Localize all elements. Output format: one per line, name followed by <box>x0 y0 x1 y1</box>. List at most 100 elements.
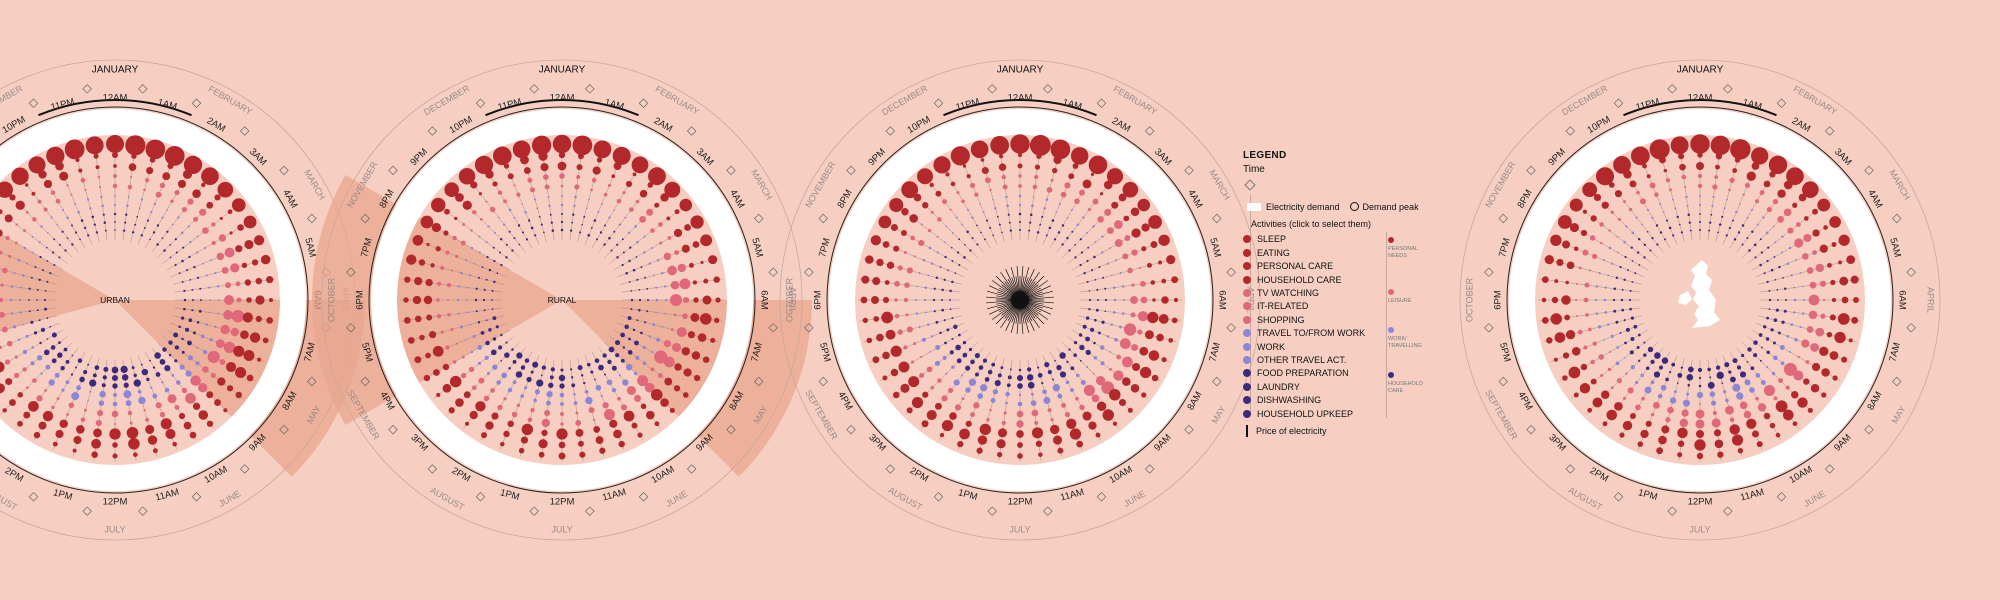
activity-dot[interactable] <box>1027 381 1035 389</box>
activity-dot[interactable] <box>616 243 619 246</box>
activity-dot[interactable] <box>962 340 967 345</box>
activity-dot[interactable] <box>924 311 927 314</box>
activity-dot[interactable] <box>183 298 187 302</box>
activity-dot[interactable] <box>251 259 259 266</box>
activity-dot[interactable] <box>579 231 582 234</box>
activity-dot[interactable] <box>1640 429 1649 439</box>
activity-dot[interactable] <box>903 251 907 255</box>
activity-dot[interactable] <box>693 374 701 382</box>
activity-dot[interactable] <box>169 256 172 259</box>
activity-dot[interactable] <box>1127 407 1133 413</box>
activity-dot[interactable] <box>914 298 918 302</box>
activity-dot[interactable] <box>1051 378 1054 381</box>
activity-dot[interactable] <box>595 384 602 391</box>
activity-dot[interactable] <box>586 362 591 367</box>
activity-dot[interactable] <box>423 295 433 305</box>
activity-dot[interactable] <box>998 163 1007 171</box>
activity-dot[interactable] <box>1678 223 1681 226</box>
activity-dot[interactable] <box>1615 361 1620 366</box>
activity-dot[interactable] <box>1766 259 1769 263</box>
activity-dot[interactable] <box>403 297 409 303</box>
activity-dot[interactable] <box>1589 235 1596 241</box>
activity-dot[interactable] <box>164 145 185 166</box>
activity-dot[interactable] <box>669 407 675 413</box>
activity-dot[interactable] <box>257 357 262 362</box>
activity-dot[interactable] <box>1037 372 1043 378</box>
activity-dot[interactable] <box>543 231 545 234</box>
activity-dot[interactable] <box>931 335 934 338</box>
activity-dot[interactable] <box>873 316 880 322</box>
activity-dot[interactable] <box>1613 287 1617 291</box>
activity-dot[interactable] <box>664 312 666 315</box>
activity-dot[interactable] <box>644 382 655 393</box>
activity-dot[interactable] <box>992 234 995 237</box>
activity-dot[interactable] <box>11 167 29 185</box>
activity-dot[interactable] <box>493 280 496 284</box>
activity-dot[interactable] <box>1053 238 1057 241</box>
activity-dot[interactable] <box>1052 435 1063 445</box>
activity-dot[interactable] <box>1756 223 1759 226</box>
activity-dot[interactable] <box>1050 418 1054 422</box>
activity-dot[interactable] <box>1773 355 1778 361</box>
activity-dot[interactable] <box>560 184 564 188</box>
activity-dot[interactable] <box>431 197 446 213</box>
activity-dot[interactable] <box>66 413 69 416</box>
activity-dot[interactable] <box>196 235 199 238</box>
activity-dot[interactable] <box>1016 410 1024 418</box>
activity-dot[interactable] <box>14 355 18 359</box>
activity-dot[interactable] <box>1794 338 1798 342</box>
activity-dot[interactable] <box>460 271 463 275</box>
activity-dot[interactable] <box>1766 366 1769 369</box>
activity-dot[interactable] <box>1604 311 1608 314</box>
activity-dot[interactable] <box>1625 327 1630 332</box>
activity-dot[interactable] <box>70 224 74 227</box>
activity-dot[interactable] <box>471 385 477 391</box>
activity-dot[interactable] <box>25 183 29 187</box>
activity-dot[interactable] <box>1018 184 1022 188</box>
activity-dot[interactable] <box>475 287 478 290</box>
activity-dot[interactable] <box>114 229 116 231</box>
activity-dot[interactable] <box>160 418 172 430</box>
activity-dot[interactable] <box>636 240 639 244</box>
activity-dot[interactable] <box>1065 380 1070 385</box>
activity-dot[interactable] <box>1730 139 1751 160</box>
activity-dot[interactable] <box>909 214 918 223</box>
activity-dot[interactable] <box>994 207 997 210</box>
activity-dot[interactable] <box>95 419 102 427</box>
activity-dot[interactable] <box>608 236 611 240</box>
activity-dot[interactable] <box>480 432 488 439</box>
activity-dot[interactable] <box>1070 147 1089 165</box>
activity-dot[interactable] <box>492 181 498 187</box>
activity-dot[interactable] <box>124 221 127 224</box>
activity-dot[interactable] <box>497 404 503 411</box>
activity-dot[interactable] <box>485 319 488 322</box>
activity-dot[interactable] <box>231 198 246 212</box>
activity-dot[interactable] <box>865 255 874 264</box>
activity-dot[interactable] <box>992 389 999 395</box>
activity-dot[interactable] <box>1795 222 1801 227</box>
activity-dot[interactable] <box>984 238 986 241</box>
activity-dot[interactable] <box>173 332 179 338</box>
activity-dot[interactable] <box>1773 256 1776 258</box>
activity-dot[interactable] <box>1760 251 1764 254</box>
activity-dot[interactable] <box>889 197 904 213</box>
activity-dot[interactable] <box>945 225 948 228</box>
activity-dot[interactable] <box>592 418 596 421</box>
activity-dot[interactable] <box>113 174 117 178</box>
activity-dot[interactable] <box>1717 231 1719 234</box>
activity-dot[interactable] <box>1711 418 1721 428</box>
activity-dot[interactable] <box>215 339 225 349</box>
activity-dot[interactable] <box>596 157 603 163</box>
activity-dot[interactable] <box>1821 392 1827 398</box>
activity-dot[interactable] <box>1744 379 1751 386</box>
activity-dot[interactable] <box>642 251 646 254</box>
activity-dot[interactable] <box>201 167 219 186</box>
activity-dot[interactable] <box>5 378 13 386</box>
activity-dot[interactable] <box>189 278 192 281</box>
activity-dot[interactable] <box>1598 271 1601 275</box>
activity-dot[interactable] <box>1582 209 1588 214</box>
activity-dot[interactable] <box>1064 411 1071 418</box>
activity-dot[interactable] <box>1114 337 1118 342</box>
activity-dot[interactable] <box>1669 397 1677 404</box>
activity-dot[interactable] <box>503 430 510 438</box>
